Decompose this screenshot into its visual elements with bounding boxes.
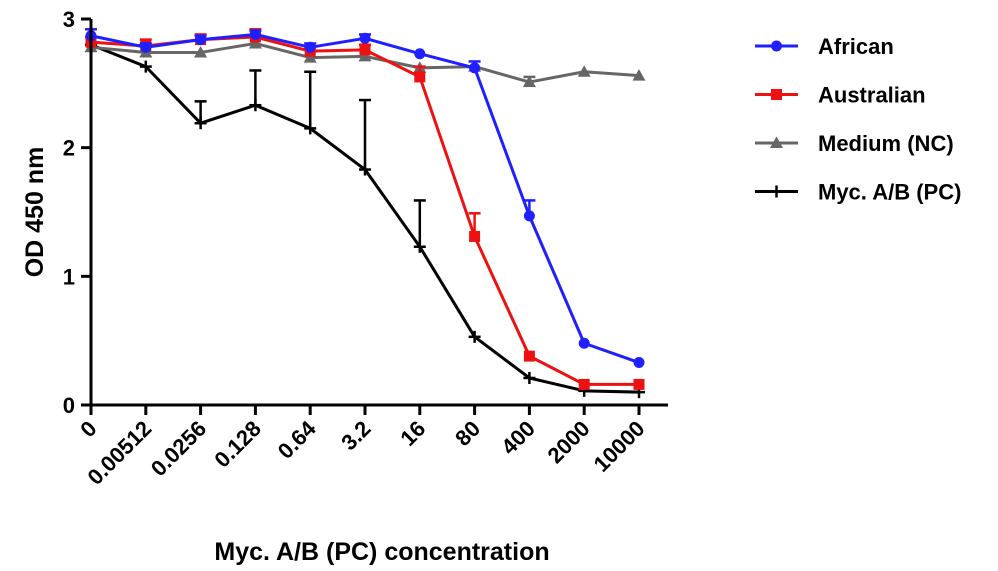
- data-point: [523, 210, 535, 222]
- data-point: [578, 378, 590, 390]
- legend: African Australian Medium (NC) Myc. A/B (PC…: [755, 34, 961, 205]
- data-point: [194, 117, 207, 130]
- x-tick-label: 16: [395, 416, 430, 451]
- series-myc-a-b-pc: [85, 38, 645, 399]
- data-point: [523, 371, 536, 384]
- data-point: [139, 60, 152, 73]
- data-point: [248, 36, 262, 49]
- y-tick-label: 3: [63, 7, 75, 32]
- data-point: [469, 230, 481, 242]
- data-point: [468, 330, 481, 343]
- error-bar: [413, 199, 426, 247]
- data-point: [413, 240, 426, 253]
- plot-area: [84, 28, 646, 399]
- data-point: [359, 32, 371, 44]
- legend-item: Myc. A/B (PC): [755, 180, 961, 205]
- legend-marker: [771, 89, 782, 100]
- x-tick-label: 2000: [542, 416, 594, 468]
- y-tick-label: 0: [63, 393, 75, 418]
- data-point: [414, 48, 426, 60]
- series-line: [90, 32, 640, 364]
- data-point: [249, 28, 261, 40]
- x-tick-label: 10000: [589, 416, 650, 477]
- x-tick-label: 0: [75, 416, 101, 442]
- series-line: [90, 35, 639, 386]
- series-line: [90, 43, 640, 394]
- data-point: [469, 62, 481, 74]
- legend-item: African: [755, 34, 894, 59]
- legend-item: Australian: [755, 83, 926, 108]
- data-point: [140, 41, 152, 53]
- data-point: [577, 65, 591, 77]
- x-tick-label: 400: [496, 416, 540, 460]
- data-point: [304, 122, 317, 135]
- x-tick-label: 3.2: [336, 416, 375, 455]
- x-tick-label: 0.64: [273, 415, 321, 463]
- data-point: [358, 49, 372, 62]
- data-point: [522, 75, 536, 88]
- data-point: [359, 163, 371, 176]
- error-bar: [304, 70, 317, 129]
- y-tick-label: 2: [63, 136, 75, 161]
- data-point: [414, 71, 426, 83]
- legend-item: Medium (NC): [755, 131, 954, 156]
- data-point: [632, 69, 646, 81]
- legend-label: Medium (NC): [818, 131, 954, 156]
- x-tick-label: 0.0256: [146, 416, 211, 481]
- data-point: [578, 337, 590, 349]
- legend-label: Australian: [818, 83, 926, 108]
- legend-marker: [770, 185, 783, 198]
- y-tick-label: 1: [63, 264, 75, 289]
- data-point: [194, 45, 208, 58]
- x-tick-label: 0.128: [209, 416, 266, 473]
- x-axis-title: Myc. A/B (PC) concentration: [214, 538, 549, 566]
- y-axis-title: OD 450 nm: [21, 147, 49, 278]
- legend-label: Myc. A/B (PC): [818, 180, 961, 205]
- error-bar: [359, 98, 371, 170]
- data-point: [303, 51, 317, 63]
- data-point: [633, 357, 645, 369]
- data-point: [195, 34, 207, 46]
- legend-marker: [771, 40, 782, 52]
- data-point: [249, 99, 262, 112]
- x-tick-label: 80: [450, 416, 485, 451]
- series-australian: [85, 28, 645, 390]
- data-point: [304, 41, 316, 53]
- series-african: [85, 28, 645, 369]
- data-point: [523, 350, 535, 362]
- legend-label: African: [818, 34, 894, 59]
- data-point: [359, 44, 371, 56]
- data-point: [633, 378, 645, 390]
- legend-marker: [770, 136, 783, 148]
